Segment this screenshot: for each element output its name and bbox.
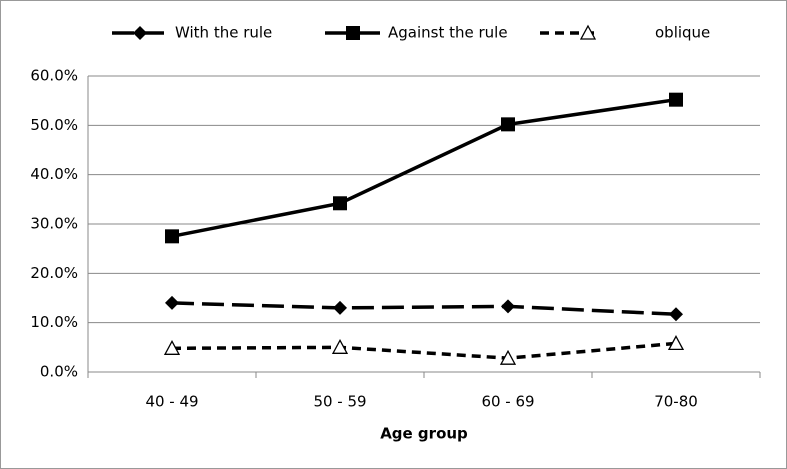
data-point: [163, 339, 181, 355]
data-point: [669, 307, 683, 322]
y-tick-label: 20.0%: [30, 264, 78, 282]
legend-marker: [133, 26, 147, 40]
legend-label: oblique: [655, 24, 710, 42]
data-point: [165, 229, 179, 244]
y-tick-label: 10.0%: [30, 313, 78, 331]
data-point: [333, 300, 347, 315]
x-tick-label: 60 - 69: [481, 393, 534, 411]
data-point: [499, 349, 517, 365]
y-tick-label: 40.0%: [30, 165, 78, 183]
x-tick-label: 40 - 49: [145, 393, 198, 411]
data-point: [667, 335, 685, 351]
data-point: [165, 295, 179, 310]
x-tick-label: 50 - 59: [313, 393, 366, 411]
series-line: [171, 97, 677, 239]
x-axis-label: Age group: [380, 425, 468, 443]
y-tick-label: 60.0%: [30, 67, 78, 85]
legend-marker: [579, 24, 597, 40]
y-tick-label: 30.0%: [30, 215, 78, 233]
data-point: [333, 196, 347, 211]
data-point: [501, 299, 515, 314]
data-point: [669, 92, 683, 107]
series-line: [171, 341, 677, 360]
legend-marker: [346, 26, 360, 40]
data-point: [331, 338, 349, 354]
series-line: [171, 301, 677, 317]
x-tick-label: 70-80: [654, 393, 698, 411]
legend-label: Against the rule: [388, 24, 508, 42]
data-point: [501, 117, 515, 132]
y-tick-label: 0.0%: [40, 363, 78, 381]
legend-label: With the rule: [175, 24, 272, 42]
y-tick-label: 50.0%: [30, 116, 78, 134]
